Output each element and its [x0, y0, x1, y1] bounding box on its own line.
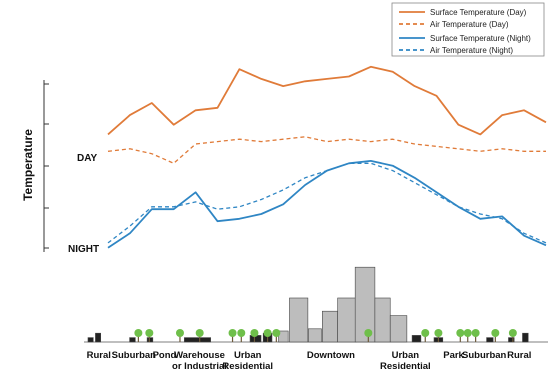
- building: [146, 337, 154, 343]
- night-row-label: NIGHT: [68, 244, 99, 255]
- region-label-line: Residential: [380, 361, 431, 372]
- tree-icon: [250, 329, 259, 342]
- tree-crown: [250, 329, 259, 337]
- building: [278, 330, 289, 343]
- region-label: Urban Residential: [222, 350, 273, 372]
- tree-icon: [272, 329, 281, 342]
- tree-crown: [463, 329, 472, 337]
- region-label-line: or Industrial: [172, 361, 227, 372]
- tree-icon: [456, 329, 465, 342]
- series-line-1: [107, 65, 547, 136]
- region-label: Suburban: [112, 350, 157, 361]
- tree-icon: [145, 329, 154, 342]
- tree-icon: [463, 329, 472, 342]
- building: [522, 332, 529, 343]
- region-label-line: Urban: [234, 350, 262, 361]
- region-label: Downtown: [307, 350, 355, 361]
- region-label: Urban Residential: [380, 350, 431, 372]
- tree-crown: [434, 329, 443, 337]
- building: [486, 337, 494, 343]
- building: [95, 332, 102, 343]
- building: [337, 297, 357, 343]
- tree-crown: [145, 329, 154, 337]
- building: [389, 315, 408, 343]
- region-label-line: Pond: [153, 350, 177, 361]
- region-label-line: Rural: [507, 350, 531, 361]
- region-label-line: Suburban: [112, 350, 157, 361]
- building: [322, 310, 338, 343]
- tree-icon: [421, 329, 430, 342]
- region-label-line: Rural: [87, 350, 111, 361]
- tree-icon: [508, 329, 517, 342]
- region-label: Warehouse or Industrial: [172, 350, 227, 372]
- legend-label-1: Surface Temperature (Day): [430, 8, 527, 17]
- tree-crown: [471, 329, 480, 337]
- y-axis-label: Temperature: [21, 129, 35, 201]
- region-label-line: Suburban: [462, 350, 507, 361]
- tree-crown: [508, 329, 517, 337]
- tree-icon: [228, 329, 237, 342]
- tree-crown: [228, 329, 237, 337]
- tree-crown: [456, 329, 465, 337]
- tree-crown: [364, 329, 373, 337]
- building: [289, 297, 309, 343]
- tree-icon: [434, 329, 443, 342]
- tree-crown: [195, 329, 204, 337]
- building: [308, 328, 322, 343]
- tree-crown: [237, 329, 246, 337]
- tree-crown: [175, 329, 184, 337]
- region-label-line: Warehouse: [174, 350, 225, 361]
- region-label-line: Residential: [222, 361, 273, 372]
- region-label: Rural: [507, 350, 531, 361]
- series-line-2: [107, 136, 546, 164]
- region-label: Park: [443, 350, 464, 361]
- tree-icon: [364, 329, 373, 342]
- region-label: Rural: [87, 350, 111, 361]
- day-row-label: DAY: [77, 153, 98, 164]
- region-label-line: Park: [443, 350, 464, 361]
- tree-crown: [272, 329, 281, 337]
- tree-icon: [175, 329, 184, 342]
- tree-crown: [134, 329, 143, 337]
- tree-crown: [421, 329, 430, 337]
- tree-crown: [491, 329, 500, 337]
- region-label-line: Urban: [392, 350, 420, 361]
- region-label: Pond: [153, 350, 177, 361]
- building: [87, 337, 94, 343]
- series-line-4: [107, 162, 547, 244]
- building: [129, 337, 136, 343]
- tree-icon: [195, 329, 204, 342]
- region-label-line: Downtown: [307, 350, 355, 361]
- building: [374, 297, 391, 343]
- tree-icon: [237, 329, 246, 342]
- legend-label-3: Surface Temperature (Night): [430, 34, 531, 43]
- region-label: Suburban: [462, 350, 507, 361]
- legend-label-2: Air Temperature (Day): [430, 20, 509, 29]
- tree-icon: [134, 329, 143, 342]
- building: [508, 337, 515, 343]
- tree-icon: [471, 329, 480, 342]
- tree-icon: [491, 329, 500, 342]
- tree-crown: [263, 329, 272, 337]
- legend-label-4: Air Temperature (Night): [430, 46, 513, 55]
- tree-icon: [263, 329, 272, 342]
- building: [411, 335, 422, 343]
- building: [184, 337, 211, 343]
